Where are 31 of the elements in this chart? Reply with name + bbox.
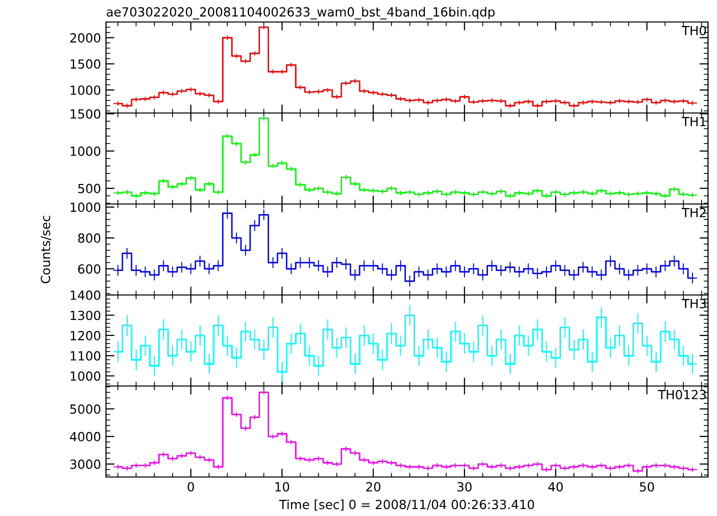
- text: TH1: [682, 117, 706, 126]
- x-tick-label: 20: [366, 482, 380, 492]
- y-tick-label: 1400: [70, 290, 100, 300]
- x-axis-title: Time [sec] 0 = 2008/11/04 00:26:33.410: [279, 500, 534, 511]
- y-tick-label: 1100: [70, 351, 100, 361]
- y-tick-label: 1500: [70, 109, 100, 119]
- y-axis-title: Counts/sec: [40, 216, 52, 284]
- y-tick-label: 2000: [70, 33, 100, 43]
- y-tick-label: 5000: [70, 404, 100, 414]
- text: TH3: [682, 298, 706, 308]
- x-tick-label: 0: [188, 482, 194, 492]
- y-tick-label: 1200: [70, 330, 100, 340]
- text: TH0: [682, 26, 706, 36]
- y-tick-label: 3000: [70, 460, 100, 469]
- text: TH2: [682, 208, 706, 218]
- x-tick-label: 10: [275, 482, 290, 492]
- y-tick-label: 1000: [70, 146, 100, 156]
- y-tick-label: 1300: [70, 310, 100, 320]
- x-tick-label: 30: [457, 482, 472, 492]
- y-tick-label: 1000: [70, 371, 100, 381]
- y-tick-label: 800: [78, 233, 100, 243]
- y-tick-label: 1000: [70, 85, 100, 95]
- y-tick-label: 600: [78, 264, 100, 274]
- x-tick-label: 50: [640, 482, 654, 492]
- chart-title: ae703022020_20081104002633_wam0_bst_4band_16bin.qdp: [106, 6, 495, 20]
- x-tick-label: 40: [548, 482, 563, 492]
- text: TH0123: [658, 390, 706, 400]
- y-tick-label: 4000: [70, 432, 100, 442]
- y-tick-label: 1000: [70, 202, 100, 212]
- y-tick-label: 500: [78, 184, 100, 194]
- y-tick-label: 1500: [70, 59, 100, 69]
